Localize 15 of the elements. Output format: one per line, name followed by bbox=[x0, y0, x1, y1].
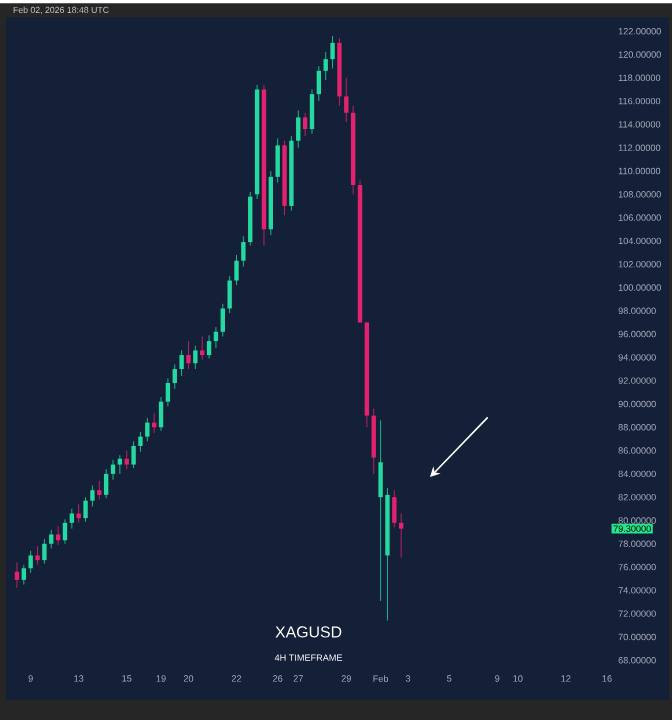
candlestick bbox=[391, 489, 397, 528]
candlestick bbox=[89, 485, 95, 507]
candlestick bbox=[336, 37, 342, 107]
candlestick bbox=[130, 440, 136, 469]
candlestick bbox=[378, 419, 383, 602]
candlestick bbox=[179, 350, 184, 377]
candlestick bbox=[192, 345, 198, 370]
candlestick bbox=[233, 254, 239, 286]
candlestick bbox=[288, 135, 294, 212]
candlestick bbox=[240, 235, 246, 267]
candlestick bbox=[275, 137, 280, 184]
candlestick bbox=[28, 550, 33, 574]
candlestick bbox=[34, 545, 40, 566]
candlestick bbox=[281, 140, 287, 216]
candlestick bbox=[144, 417, 150, 442]
